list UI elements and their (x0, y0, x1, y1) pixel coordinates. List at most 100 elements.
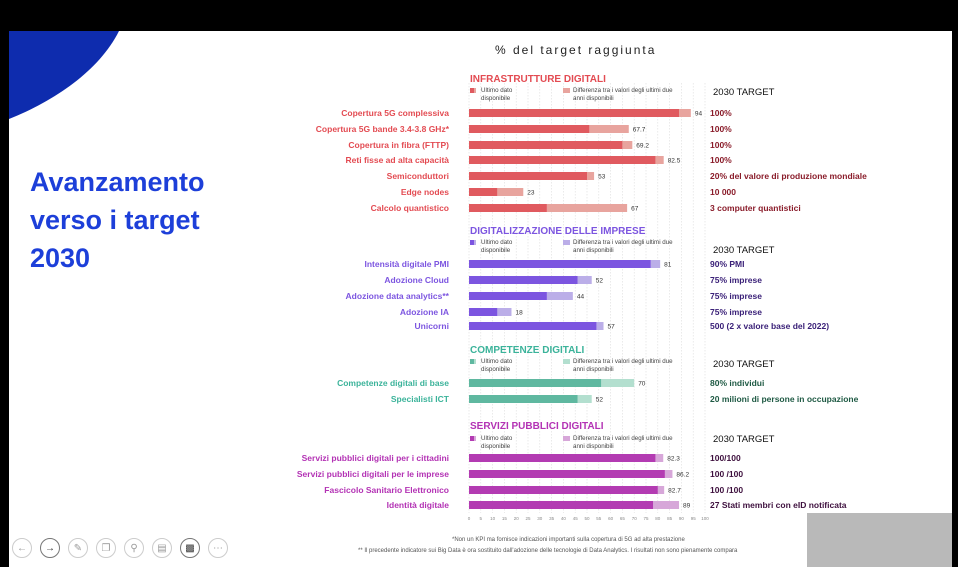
data-label: 52 (596, 397, 604, 404)
target-value: 100% (710, 108, 732, 118)
zoom-icon[interactable]: ⚲ (124, 538, 144, 558)
legend-latest-label: Ultimo dato (481, 435, 513, 442)
axis-tick-label: 70 (632, 516, 638, 521)
row-label: Semiconduttori (387, 171, 449, 181)
copy-icon[interactable]: ❐ (96, 538, 116, 558)
group-title: SERVIZI PUBBLICI DIGITALI (470, 421, 604, 432)
target-value: 500 (2 x valore base del 2022) (710, 321, 829, 331)
target-header: 2030 TARGET (713, 245, 775, 256)
target-value: 100 /100 (710, 469, 743, 479)
data-label: 82.5 (668, 158, 681, 165)
row-label: Identità digitale (387, 500, 450, 510)
bar-latest (469, 501, 654, 509)
legend-diff-label-line2: anni disponibili (573, 95, 614, 102)
data-label: 69.2 (636, 143, 649, 150)
bar-diff (546, 204, 628, 212)
axis-tick-label: 85 (667, 516, 673, 521)
data-label: 89 (683, 503, 691, 510)
data-label: 82.3 (667, 456, 680, 463)
legend-latest-label-line2: disponibile (481, 95, 511, 102)
bar-diff (655, 156, 664, 164)
bar-diff (601, 379, 635, 387)
footnotes: *Non un KPI ma fornisce indicazioni impo… (358, 535, 948, 557)
legend-latest-label-line2: disponibile (481, 443, 511, 450)
bar-latest (469, 141, 623, 149)
row-label: Fascicolo Sanitario Elettronico (324, 485, 449, 495)
bar-latest (469, 308, 498, 316)
legend-latest-label: Ultimo dato (481, 358, 513, 365)
bar-latest (469, 125, 590, 133)
bar-diff (497, 308, 512, 316)
legend-diff-label-line2: anni disponibili (573, 247, 614, 254)
data-label: 57 (608, 324, 616, 331)
group-title: DIGITALIZZAZIONE DELLE IMPRESE (470, 226, 646, 237)
target-value: 20% del valore di produzione mondiale (710, 171, 867, 181)
data-label: 23 (527, 190, 535, 197)
target-value: 20 milioni di persone in occupazione (710, 394, 859, 404)
axis-tick-label: 75 (643, 516, 649, 521)
chart: 0 5 10 15 20 25 30 35 40 45 50 55 60 65 70 75 80 85 90 95 10… (297, 74, 867, 521)
target-header: 2030 TARGET (713, 434, 775, 445)
axis-tick-label: 35 (549, 516, 555, 521)
bar-diff (664, 470, 673, 478)
target-value: 100% (710, 155, 732, 165)
subtitles-icon[interactable]: ▤ (152, 538, 172, 558)
target-value: 100% (710, 124, 732, 134)
more-icon[interactable]: ⋯ (208, 538, 228, 558)
axis-tick-label: 95 (691, 516, 697, 521)
row-label: Unicorni (415, 321, 449, 331)
target-value: 10 000 (710, 187, 736, 197)
bar-latest (469, 188, 498, 196)
target-value: 100 /100 (710, 485, 743, 495)
row-label: Competenze digitali di base (337, 378, 449, 388)
legend-diff-label: Differenza tra i valori degli ultimi due (573, 87, 673, 94)
target-value: 27 Stati membri con eID notificata (710, 500, 847, 510)
decorative-blob (9, 31, 119, 119)
target-value: 75% imprese (710, 291, 762, 301)
data-label: 18 (515, 310, 523, 317)
axis-tick-label: 5 (480, 516, 483, 521)
row-label: Edge nodes (401, 187, 449, 197)
axis-tick-label: 45 (573, 516, 579, 521)
target-value: 100/100 (710, 453, 741, 463)
data-label: 52 (596, 278, 604, 285)
data-label: 82.7 (668, 488, 681, 495)
target-value: 75% imprese (710, 307, 762, 317)
row-label: Copertura 5G bande 3.4-3.8 GHz* (316, 124, 450, 134)
axis-tick-label: 10 (490, 516, 496, 521)
legend-swatch-latest-edge (474, 436, 476, 441)
bar-diff (650, 260, 661, 268)
bar-latest (469, 172, 587, 180)
slide: Avanzamento verso i target 2030 % del ta… (9, 31, 952, 567)
bar-diff (657, 486, 665, 494)
legend-diff-label: Differenza tra i valori degli ultimi due (573, 435, 673, 442)
bar-diff (587, 172, 595, 180)
axis-tick-label: 0 (468, 516, 471, 521)
pen-icon[interactable]: ✎ (68, 538, 88, 558)
chart-title: % del target raggiunta (495, 43, 657, 57)
bar-diff (679, 109, 691, 117)
camera-icon[interactable]: ▩ (180, 538, 200, 558)
legend-latest-label: Ultimo dato (481, 239, 513, 246)
bar-diff (653, 501, 680, 509)
legend-latest-label-line2: disponibile (481, 247, 511, 254)
target-header: 2030 TARGET (713, 359, 775, 370)
data-label: 86.2 (676, 472, 689, 479)
presentation-toolbar: ← → ✎ ❐ ⚲ ▤ ▩ ⋯ (12, 538, 228, 558)
bar-diff (655, 454, 664, 462)
legend-swatch-diff (563, 240, 570, 245)
back-icon[interactable]: ← (12, 538, 32, 558)
bar-diff (497, 188, 524, 196)
legend-swatch-latest (470, 88, 474, 93)
axis-tick-label: 55 (596, 516, 602, 521)
data-label: 53 (598, 174, 606, 181)
data-label: 81 (664, 262, 672, 269)
row-label: Copertura in fibra (FTTP) (348, 140, 449, 150)
row-label: Adozione data analytics** (346, 291, 450, 301)
legend-latest-label-line2: disponibile (481, 366, 511, 373)
axis-tick-label: 50 (584, 516, 590, 521)
row-label: Intensità digitale PMI (364, 259, 449, 269)
bar-latest (469, 470, 665, 478)
legend-latest-label: Ultimo dato (481, 87, 513, 94)
forward-icon[interactable]: → (40, 538, 60, 558)
